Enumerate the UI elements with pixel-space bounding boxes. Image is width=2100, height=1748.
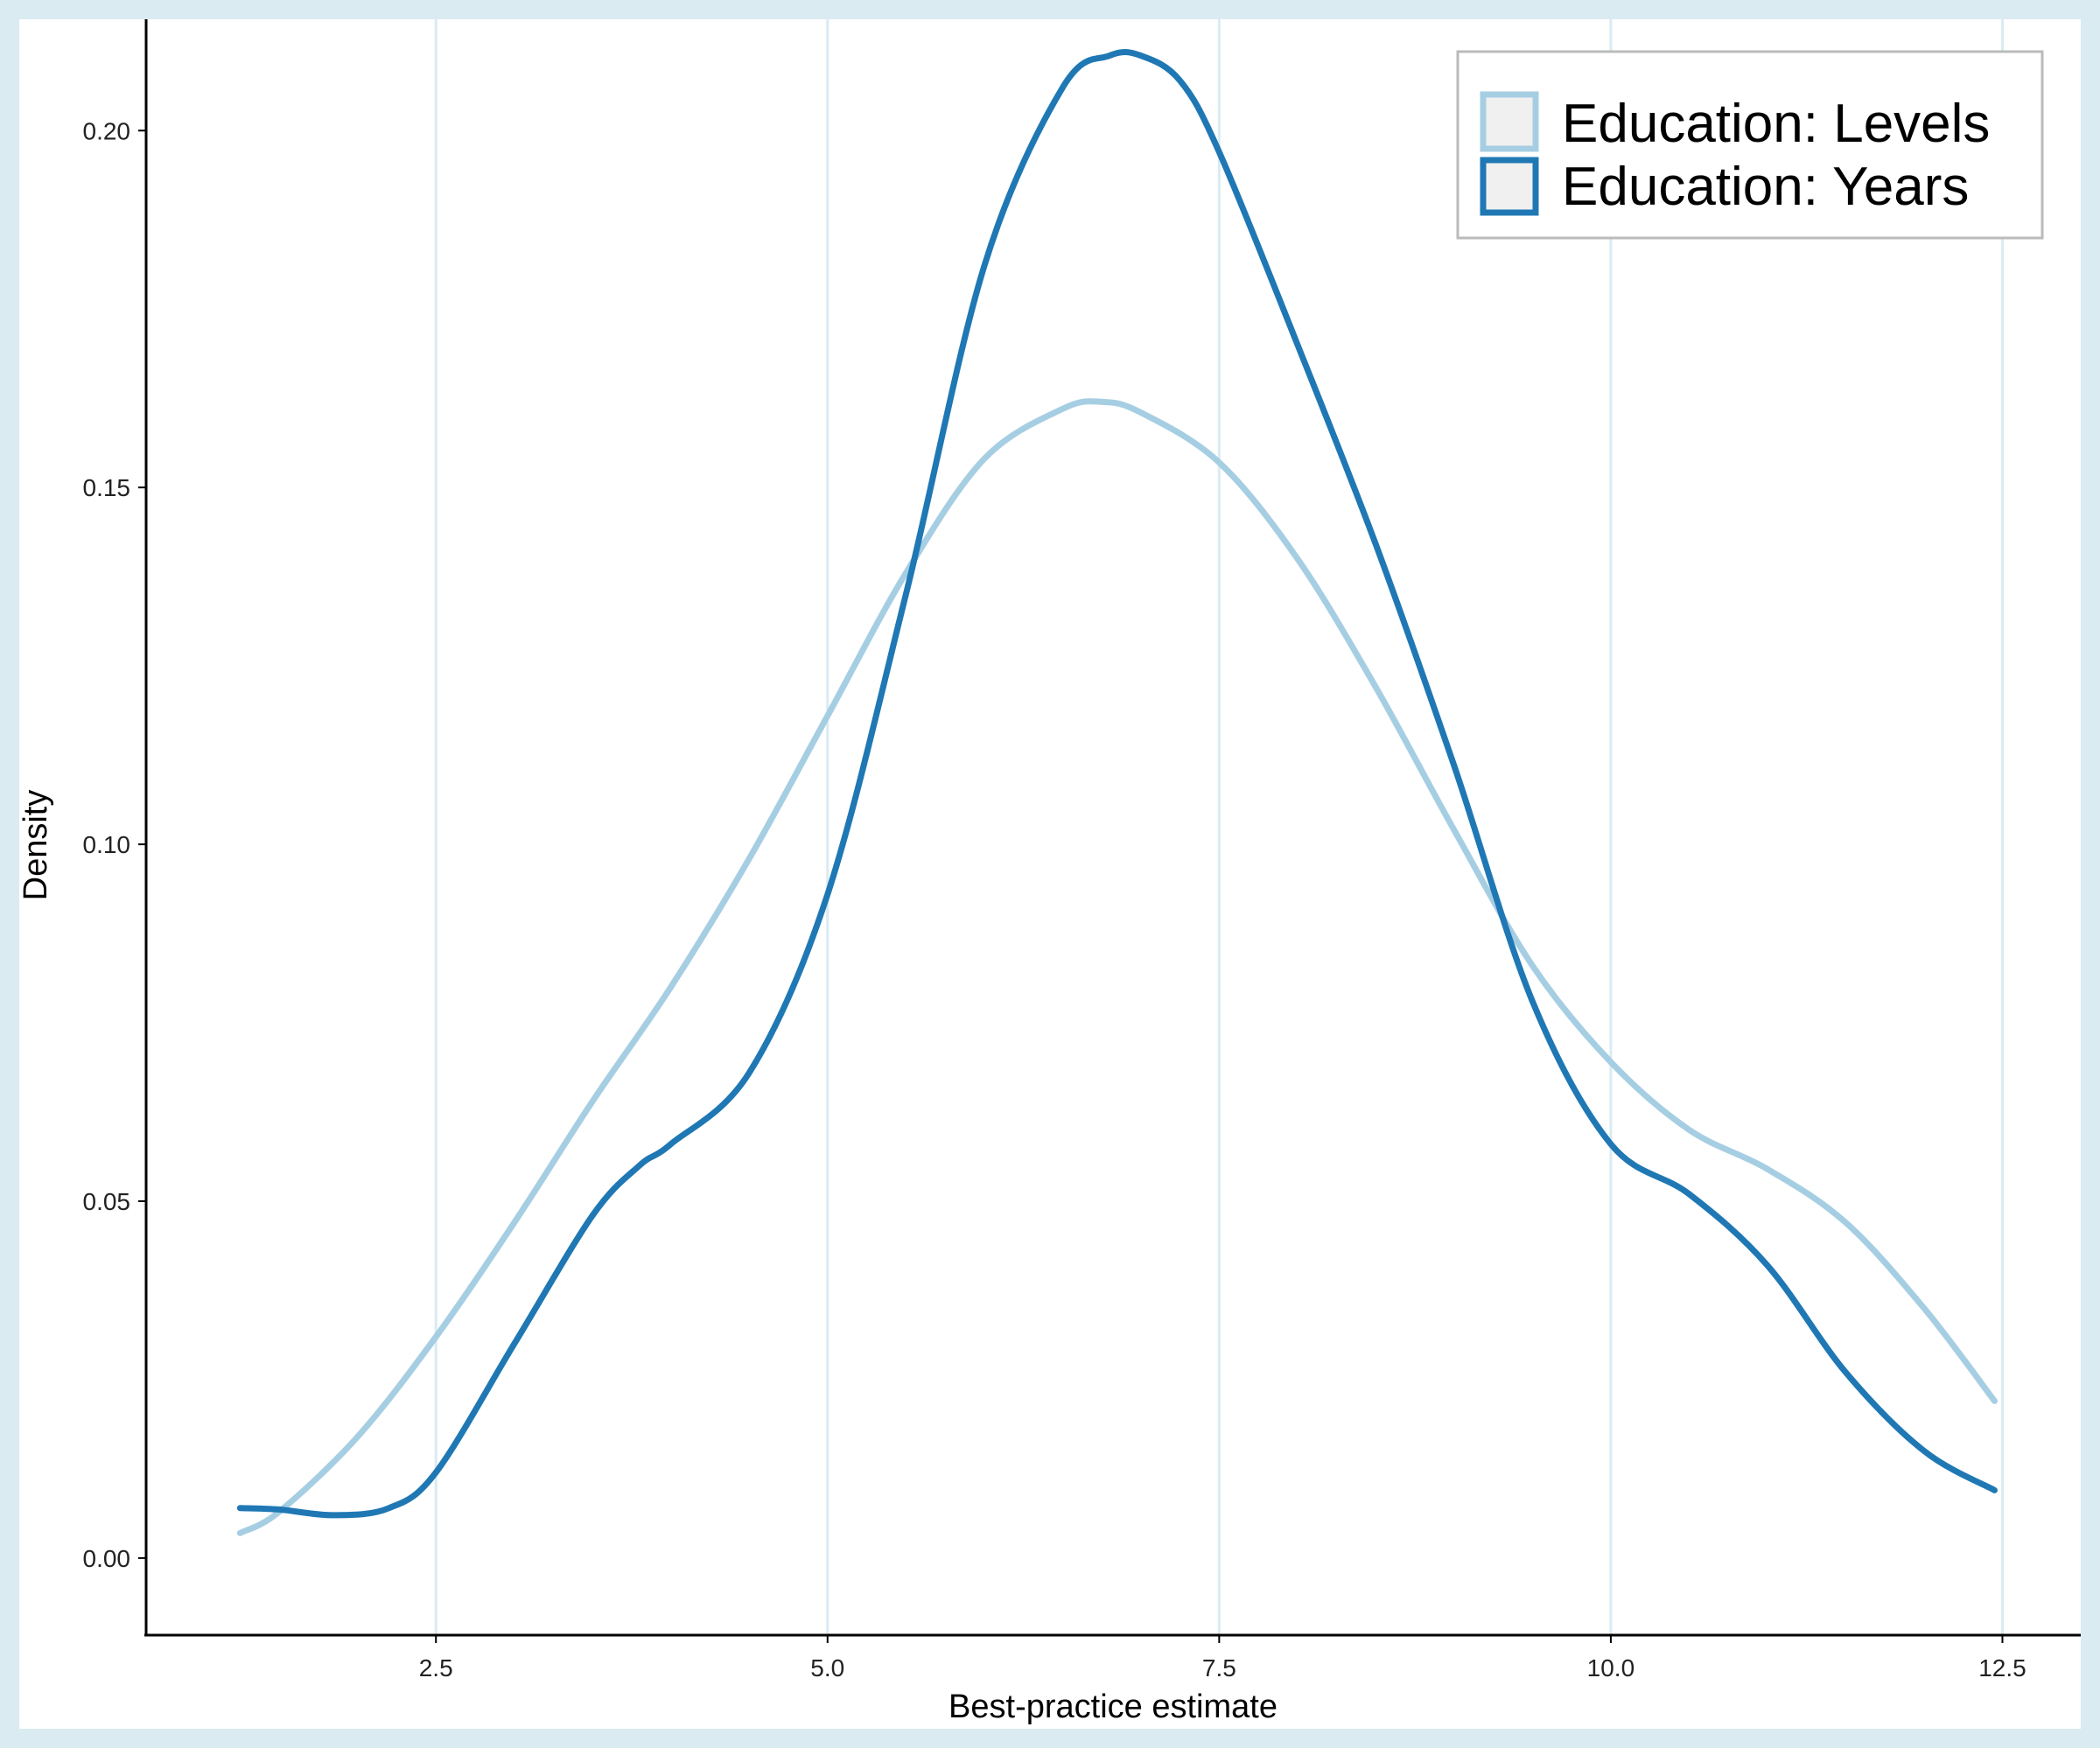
plot-area: [19, 19, 2081, 1729]
legend-label-years: Education: Years: [1562, 157, 1969, 217]
y-tick-label: 0.10: [83, 831, 131, 858]
x-tick-label: 7.5: [1202, 1654, 1236, 1682]
x-tick-label: 2.5: [419, 1654, 453, 1682]
x-tick-label: 12.5: [1978, 1654, 2026, 1682]
legend: Education: Levels Education: Years: [1456, 50, 2044, 240]
gridlines: [434, 19, 2004, 1635]
series-lines: [236, 49, 1998, 1536]
y-tick-label: 0.00: [83, 1545, 131, 1572]
legend-swatch-years: [1480, 157, 1539, 216]
y-axis-title: Density: [18, 790, 54, 901]
y-tick-label: 0.20: [83, 117, 131, 144]
legend-box: [1456, 50, 2044, 240]
x-axis-title: Best-practice estimate: [948, 1689, 1278, 1725]
legend-swatch-levels: [1480, 91, 1539, 152]
y-tick-label: 0.05: [83, 1188, 131, 1215]
x-tick-label: 10.0: [1587, 1654, 1635, 1682]
y-axis-ticks: 0.00 0.05 0.10 0.15 0.20: [83, 117, 146, 1572]
series-line-years: [236, 49, 1998, 1519]
x-axis-ticks: 2.5 5.0 7.5 10.0 12.5: [419, 1635, 2026, 1682]
series-line-levels: [236, 398, 1998, 1536]
y-tick-label: 0.15: [83, 474, 131, 501]
x-tick-label: 5.0: [810, 1654, 844, 1682]
legend-label-levels: Education: Levels: [1562, 94, 1990, 154]
